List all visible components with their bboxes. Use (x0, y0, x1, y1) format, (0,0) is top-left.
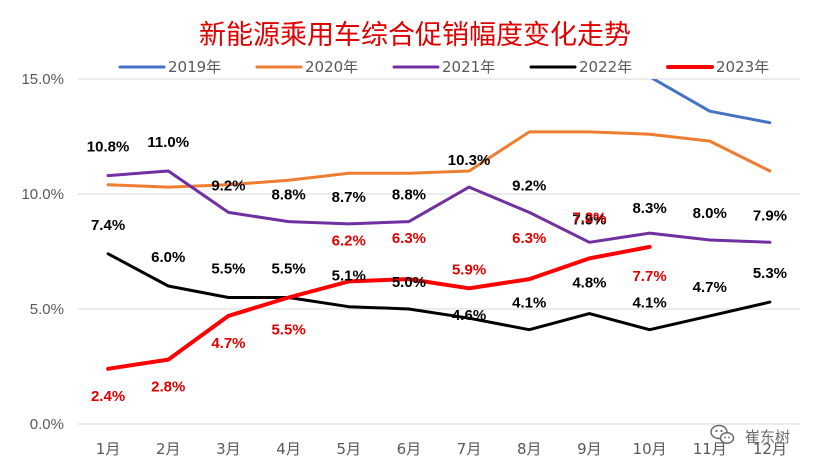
x-tick-label: 10月 (633, 440, 667, 458)
series-line-2019年 (650, 79, 772, 125)
chart-title: 新能源乘用车综合促销幅度变化走势 (199, 20, 631, 51)
data-label: 9.2% (211, 177, 245, 194)
data-label: 4.7% (211, 335, 245, 352)
series-line-2021年 (106, 169, 772, 244)
gridlines (78, 78, 800, 425)
data-label: 7.9% (753, 207, 787, 224)
data-label: 10.8% (87, 139, 130, 156)
x-tick-label: 2月 (156, 440, 181, 458)
data-label: 8.8% (271, 187, 305, 204)
data-label: 6.2% (332, 232, 366, 249)
x-tick-label: 9月 (577, 440, 602, 458)
x-axis: 1月 2月 3月 4月 5月 6月 7月 8月 9月 10月 11月 12月 (96, 440, 787, 458)
data-labels: 10.8% 11.0% 9.2% 8.8% 8.7% 8.8% 10.3% 9.2% 7.9% 8… (87, 134, 787, 405)
data-label: 10.3% (448, 152, 491, 169)
legend-label: 2019年 (168, 58, 221, 76)
data-label: 5.5% (271, 261, 305, 278)
x-tick-label: 3月 (216, 440, 241, 458)
data-label: 5.0% (392, 274, 426, 291)
data-label: 7.4% (91, 217, 125, 234)
legend-label: 2022年 (579, 58, 632, 76)
x-tick-label: 12月 (753, 440, 787, 458)
series-line-2020年 (106, 130, 772, 189)
data-label: 6.3% (392, 230, 426, 247)
y-tick-label: 10.0% (21, 186, 64, 203)
y-tick-label: 15.0% (21, 71, 64, 88)
x-tick-label: 11月 (693, 440, 727, 458)
data-label: 7.2% (572, 209, 606, 226)
data-label: 4.1% (512, 295, 546, 312)
y-tick-label: 5.0% (30, 301, 64, 318)
y-tick-label: 0.0% (30, 416, 64, 433)
legend-label: 2023年 (716, 58, 769, 76)
data-label: 2.8% (151, 379, 185, 396)
data-label: 6.0% (151, 249, 185, 266)
data-label: 5.3% (753, 265, 787, 282)
data-label: 7.9% (572, 211, 606, 228)
data-label: 8.7% (332, 189, 366, 206)
x-tick-label: 1月 (96, 440, 121, 458)
data-label: 8.3% (632, 200, 666, 217)
data-label: 8.8% (392, 187, 426, 204)
y-axis: 0.0% 5.0% 10.0% 15.0% (21, 71, 64, 433)
series-lines (106, 79, 772, 371)
data-label: 4.6% (452, 307, 486, 324)
series-line-2023年 (106, 244, 652, 371)
legend-label: 2020年 (305, 58, 358, 76)
data-label: 4.7% (693, 279, 727, 296)
watermark: 崔东树 (710, 424, 790, 446)
data-label: 5.5% (211, 261, 245, 278)
legend-label: 2021年 (442, 58, 495, 76)
x-tick-label: 4月 (276, 440, 301, 458)
data-label: 4.1% (632, 295, 666, 312)
data-label: 6.3% (512, 230, 546, 247)
series-line-2022年 (106, 252, 772, 332)
x-tick-label: 5月 (336, 440, 361, 458)
wechat-icon (710, 424, 735, 444)
data-label: 11.0% (147, 134, 189, 151)
data-label: 8.0% (693, 205, 727, 222)
data-label: 7.7% (632, 268, 666, 285)
data-label: 9.2% (512, 177, 546, 194)
legend: 2019年 2020年 2021年 2022年 2023年 (118, 58, 769, 76)
x-tick-label: 7月 (457, 440, 482, 458)
data-label: 2.4% (91, 388, 125, 405)
data-label: 4.8% (572, 275, 606, 292)
data-label: 5.9% (452, 261, 486, 278)
x-tick-label: 6月 (397, 440, 422, 458)
data-label: 5.5% (271, 322, 305, 339)
x-tick-label: 8月 (517, 440, 542, 458)
data-label: 5.1% (332, 268, 366, 285)
watermark-text: 崔东树 (745, 428, 790, 446)
